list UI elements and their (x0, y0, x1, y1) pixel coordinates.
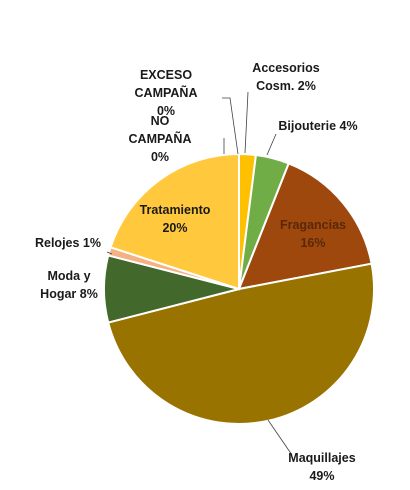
leader-line (266, 133, 277, 156)
slice-label: Moda y Hogar 8% (40, 269, 98, 301)
leader-line (244, 91, 249, 154)
slice-label: Accesorios Cosm. 2% (252, 61, 319, 93)
slice-label: NO CAMPAÑA 0% (129, 114, 192, 164)
slice-label: Relojes 1% (35, 236, 101, 250)
leader-line (222, 97, 239, 155)
slice-label: Maquillajes 49% (288, 451, 355, 483)
pie-slice (237, 162, 373, 291)
pie-slice (109, 152, 240, 291)
slice-label: EXCESO CAMPAÑA 0% (135, 68, 198, 118)
slice-label: Fragancias 16% (280, 218, 346, 250)
slice-label: Bijouterie 4% (278, 119, 357, 133)
leader-line (106, 251, 113, 255)
leader-line (267, 419, 293, 456)
slice-label: Tratamiento 20% (140, 203, 211, 235)
